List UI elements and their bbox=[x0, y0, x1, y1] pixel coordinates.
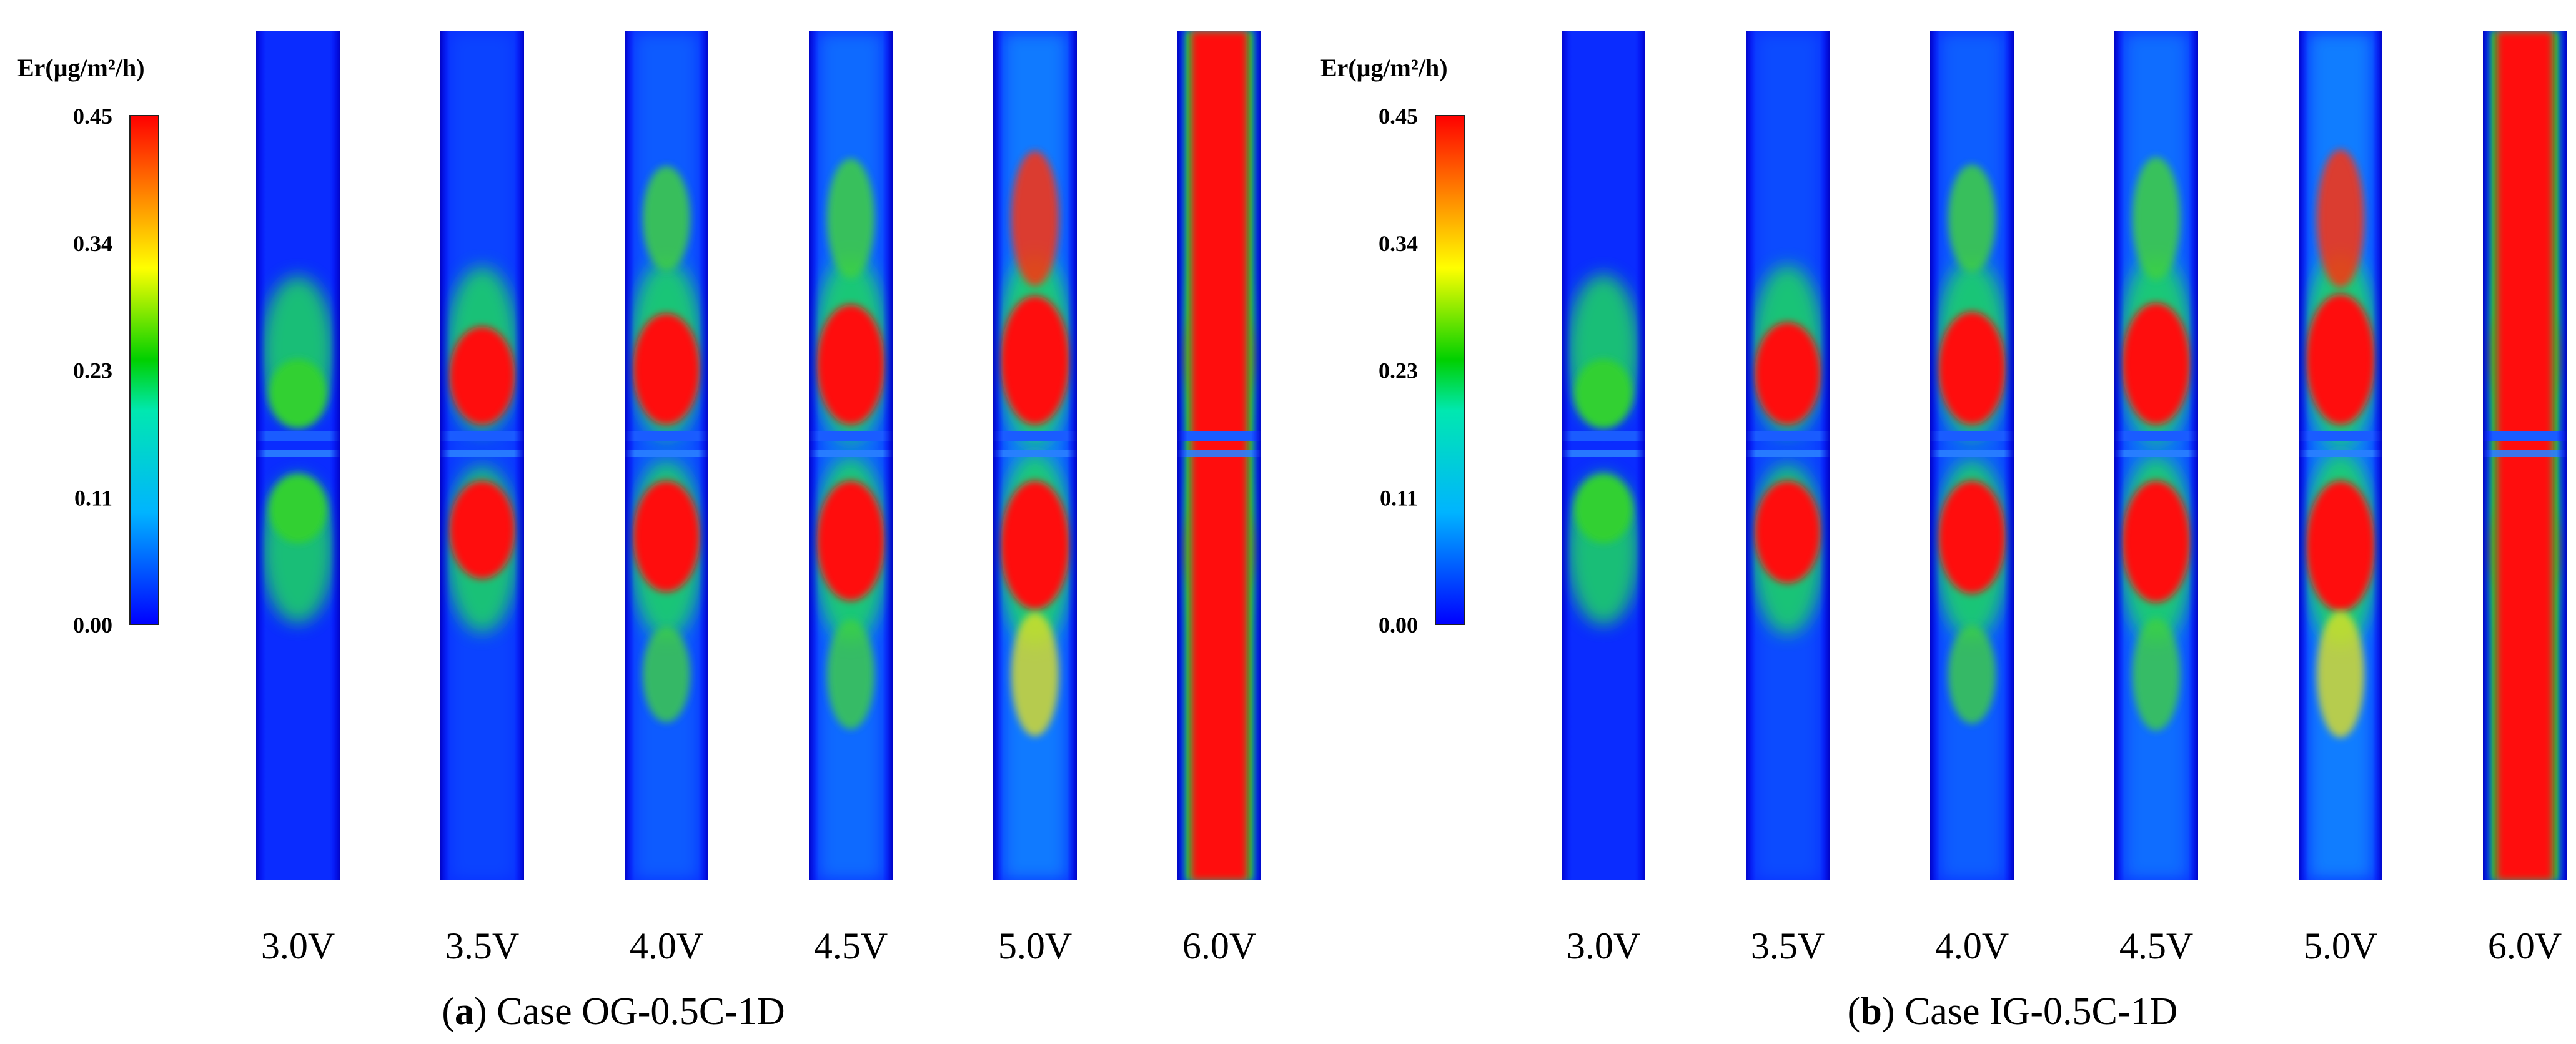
pipe-wall-shade bbox=[2483, 31, 2567, 880]
pipe-wall-shade bbox=[1746, 31, 1830, 880]
pipe-wall-shade bbox=[2299, 31, 2382, 880]
panel-b: Er(μg/m²/h) 0.45 0.34 0.23 0.11 0.00 3.0V 3.5… bbox=[1320, 31, 2567, 1033]
colorbar-tick-label: 0.45 bbox=[1379, 104, 1418, 129]
pipe-column bbox=[809, 31, 893, 880]
pipe-wall-shade bbox=[1930, 31, 2014, 880]
colorbar-tick-label: 0.34 bbox=[1379, 231, 1418, 256]
voltage-label: 6.0V bbox=[2488, 925, 2562, 967]
pipe-column bbox=[2483, 31, 2567, 880]
pipe-wall-shade bbox=[2114, 31, 2198, 880]
pipe-columns-a bbox=[256, 31, 1261, 880]
voltage-labels-b: 3.0V 3.5V 4.0V 4.5V 5.0V 6.0V bbox=[1567, 925, 2562, 967]
pipe-wall-shade bbox=[625, 31, 708, 880]
panel-a: Er(μg/m²/h) 0.45 0.34 0.23 0.11 0.00 3.0V 3.5… bbox=[17, 31, 1261, 1033]
voltage-label: 4.0V bbox=[1935, 925, 2009, 967]
pipe-column bbox=[2114, 31, 2198, 880]
colorbar-ticks-a: 0.45 0.34 0.23 0.11 0.00 bbox=[73, 104, 112, 638]
colorbar-tick-label: 0.34 bbox=[73, 231, 112, 256]
pipe-wall-shade bbox=[1562, 31, 1645, 880]
pipe-wall-shade bbox=[993, 31, 1077, 880]
voltage-label: 3.0V bbox=[261, 925, 335, 967]
colorbar-tick-label: 0.11 bbox=[1380, 485, 1418, 510]
caption-b: (b) Case IG-0.5C-1D bbox=[1848, 990, 2178, 1033]
colorbar-ticks-b: 0.45 0.34 0.23 0.11 0.00 bbox=[1379, 104, 1418, 638]
pipe-wall-shade bbox=[256, 31, 340, 880]
pipe-column bbox=[625, 31, 708, 880]
pipe-column bbox=[1562, 31, 1645, 880]
colorbar-tick-label: 0.23 bbox=[1379, 358, 1418, 383]
pipe-column bbox=[1746, 31, 1830, 880]
colorbar-tick-label: 0.23 bbox=[73, 358, 112, 383]
pipe-wall-shade bbox=[440, 31, 524, 880]
pipe-column bbox=[256, 31, 340, 880]
pipe-column bbox=[440, 31, 524, 880]
colorbar-tick-label: 0.00 bbox=[1379, 613, 1418, 638]
pipe-wall-shade bbox=[1177, 31, 1261, 880]
voltage-label: 3.5V bbox=[1751, 925, 1825, 967]
voltage-label: 5.0V bbox=[998, 925, 1072, 967]
pipe-columns-b bbox=[1562, 31, 2567, 880]
caption-a: (a) Case OG-0.5C-1D bbox=[442, 990, 785, 1033]
voltage-label: 5.0V bbox=[2304, 925, 2377, 967]
voltage-labels-a: 3.0V 3.5V 4.0V 4.5V 5.0V 6.0V bbox=[261, 925, 1256, 967]
voltage-label: 4.0V bbox=[630, 925, 703, 967]
pipe-wall-shade bbox=[809, 31, 893, 880]
colorbar-tick-label: 0.45 bbox=[73, 104, 112, 129]
colorbar-title-a: Er(μg/m²/h) bbox=[17, 54, 145, 82]
colorbar-tick-label: 0.11 bbox=[74, 485, 112, 510]
colorbar-a bbox=[129, 115, 159, 625]
voltage-label: 4.5V bbox=[2119, 925, 2193, 967]
colorbar-tick-label: 0.00 bbox=[73, 613, 112, 638]
pipe-column bbox=[2299, 31, 2382, 880]
colorbar-b bbox=[1435, 115, 1465, 625]
colorbar-title-b: Er(μg/m²/h) bbox=[1320, 54, 1448, 82]
voltage-label: 4.5V bbox=[814, 925, 888, 967]
pipe-column bbox=[993, 31, 1077, 880]
voltage-label: 3.0V bbox=[1567, 925, 1640, 967]
pipe-column bbox=[1177, 31, 1261, 880]
pipe-column bbox=[1930, 31, 2014, 880]
voltage-label: 6.0V bbox=[1182, 925, 1256, 967]
voltage-label: 3.5V bbox=[445, 925, 519, 967]
